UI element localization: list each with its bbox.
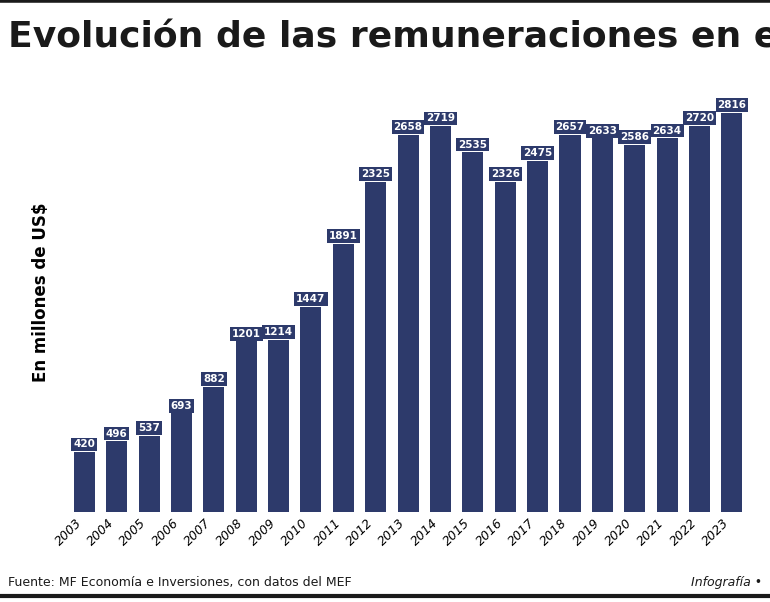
Text: 2657: 2657 [555,122,584,132]
Y-axis label: En millones de US$: En millones de US$ [32,202,51,382]
Text: Fuente: MF Economía e Inversiones, con datos del MEF: Fuente: MF Economía e Inversiones, con d… [8,576,351,589]
Text: 2720: 2720 [685,113,714,123]
Text: 2586: 2586 [621,132,649,142]
Text: 693: 693 [171,401,192,411]
Bar [171,414,192,512]
Text: 882: 882 [203,374,225,384]
Text: 537: 537 [138,423,160,433]
Bar [721,113,742,512]
Bar [139,436,159,512]
Text: 2634: 2634 [653,126,681,135]
Text: 1447: 1447 [296,294,326,304]
Bar [365,182,387,512]
Bar [74,452,95,512]
Bar [300,306,322,512]
Bar [430,126,451,512]
Text: 2816: 2816 [718,100,746,110]
Bar [527,161,548,512]
Bar [268,340,289,512]
Text: 2475: 2475 [523,148,552,158]
Bar [236,341,256,512]
Bar [397,135,419,512]
Text: 2633: 2633 [588,126,617,135]
Text: Infografía •: Infografía • [691,576,762,589]
Text: 420: 420 [73,439,95,449]
Bar [560,135,581,512]
Text: 1201: 1201 [232,329,261,339]
Bar [333,244,354,512]
Text: Evolución de las remuneraciones en el sector público: Evolución de las remuneraciones en el se… [8,18,770,54]
Text: 2326: 2326 [490,169,520,179]
Bar [106,441,127,512]
Text: 2658: 2658 [393,122,423,132]
Bar [624,145,645,512]
Text: 496: 496 [105,429,128,439]
Bar [592,138,613,512]
Text: 1891: 1891 [329,231,358,241]
Bar [689,126,710,512]
Text: 2325: 2325 [361,169,390,179]
Text: 2719: 2719 [426,113,455,123]
Bar [495,182,516,512]
Bar [203,386,224,512]
Text: 2535: 2535 [458,140,487,149]
Bar [657,138,678,512]
Bar [462,152,484,512]
Text: 1214: 1214 [264,327,293,337]
